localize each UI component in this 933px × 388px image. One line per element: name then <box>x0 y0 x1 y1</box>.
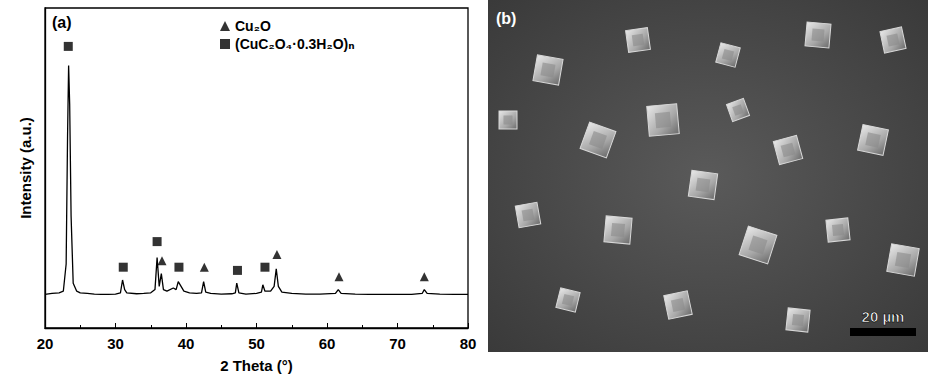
svg-text:(CuC₂O₄·0.3H₂O)ₙ: (CuC₂O₄·0.3H₂O)ₙ <box>235 36 355 52</box>
svg-text:20: 20 <box>37 335 54 352</box>
svg-text:2 Theta (°): 2 Theta (°) <box>220 357 293 374</box>
svg-text:20 µm: 20 µm <box>862 308 905 325</box>
svg-text:(a): (a) <box>52 14 72 31</box>
svg-text:80: 80 <box>460 335 477 352</box>
svg-text:(b): (b) <box>496 10 516 27</box>
svg-text:Intensity (a.u.): Intensity (a.u.) <box>17 117 34 219</box>
svg-text:50: 50 <box>248 335 265 352</box>
svg-text:70: 70 <box>389 335 406 352</box>
svg-text:Cu₂O: Cu₂O <box>235 18 271 34</box>
svg-text:30: 30 <box>107 335 124 352</box>
svg-text:60: 60 <box>319 335 336 352</box>
svg-text:40: 40 <box>178 335 195 352</box>
